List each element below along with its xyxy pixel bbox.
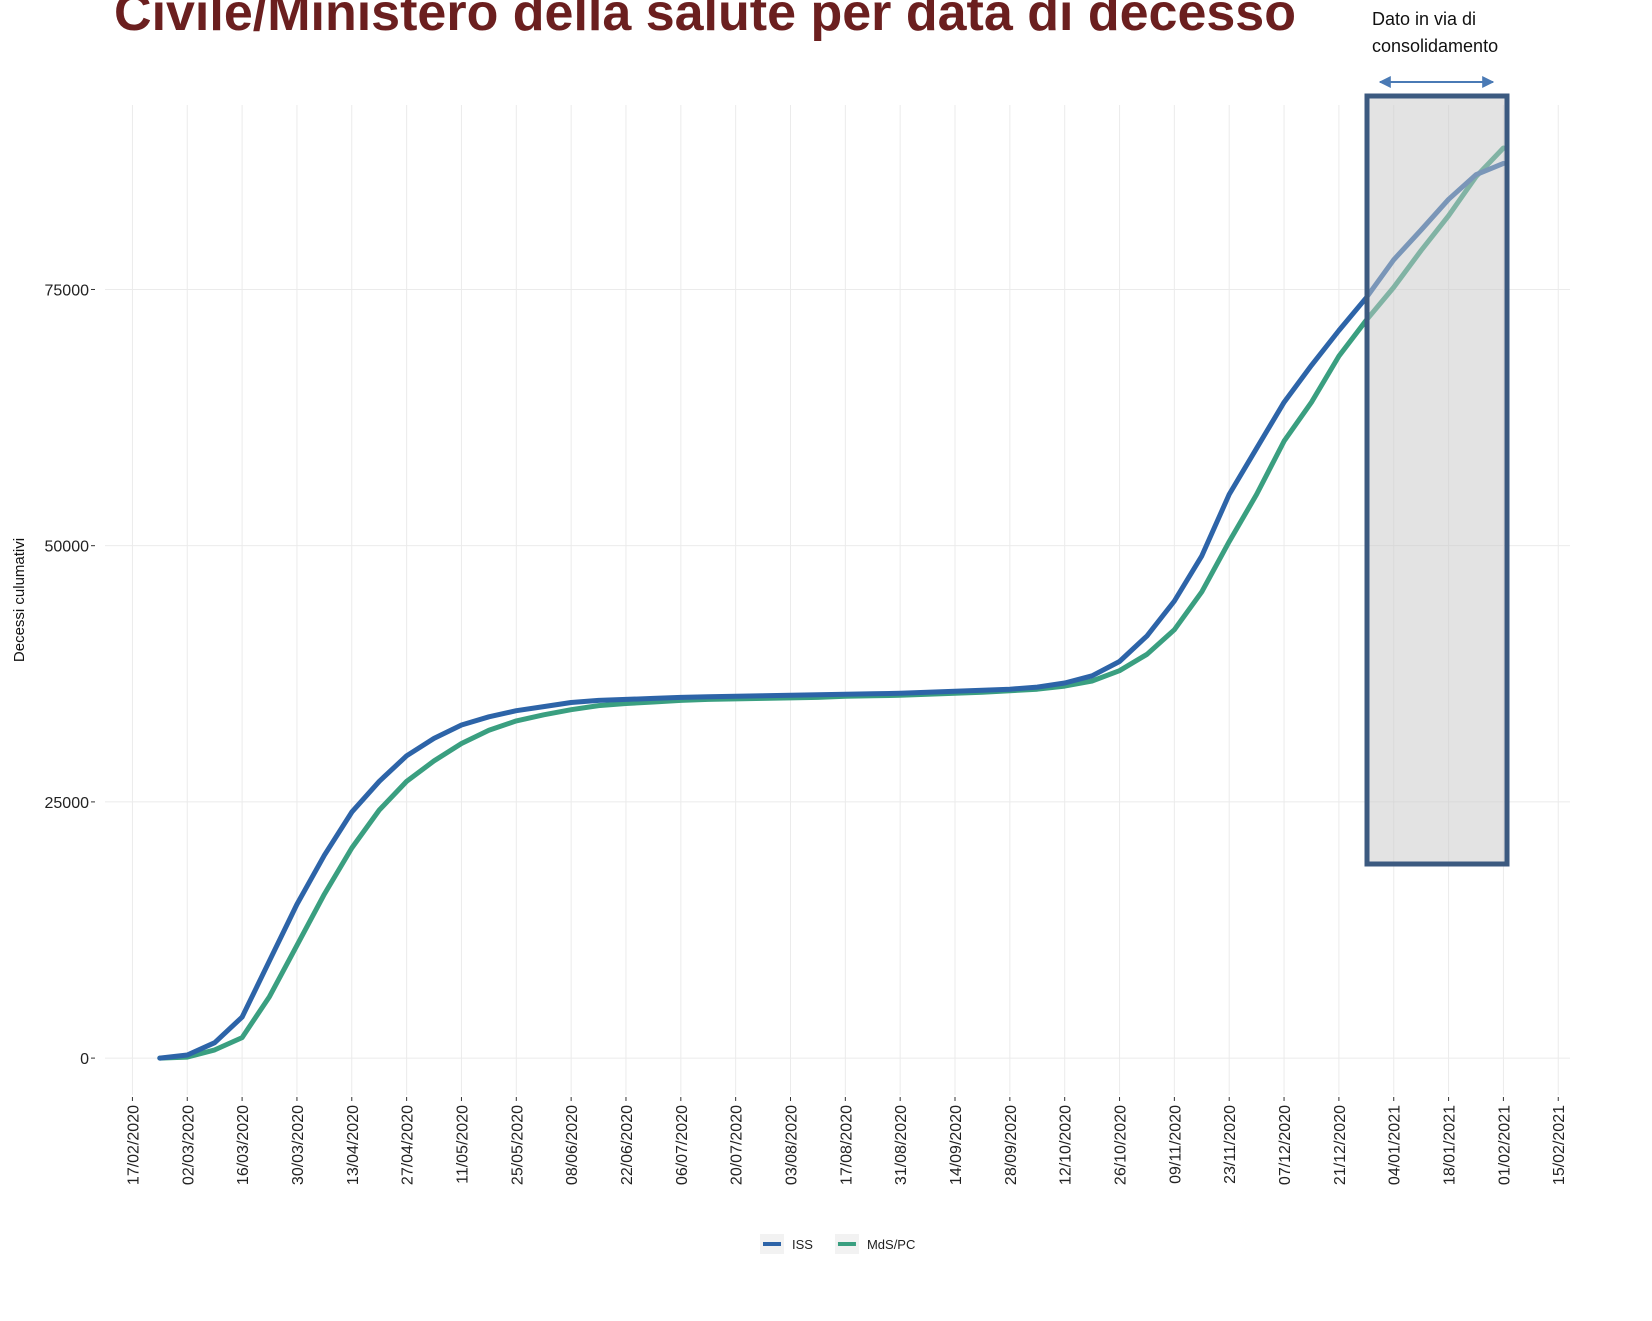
x-tick-label: 14/09/2020: [948, 1105, 965, 1185]
x-tick-label: 04/01/2021: [1387, 1105, 1404, 1185]
x-tick-label: 11/05/2020: [454, 1105, 471, 1184]
x-tick-label: 08/06/2020: [564, 1105, 581, 1185]
x-tick-label: 17/02/2020: [125, 1105, 142, 1185]
x-tick-label: 15/02/2021: [1551, 1105, 1568, 1185]
x-tick-label: 16/03/2020: [235, 1105, 252, 1185]
legend-label: MdS/PC: [867, 1237, 915, 1252]
x-tick-label: 09/11/2020: [1167, 1105, 1184, 1184]
x-tick-label: 06/07/2020: [674, 1105, 691, 1185]
x-tick-label: 23/11/2020: [1222, 1105, 1239, 1184]
x-tick-label: 18/01/2021: [1442, 1105, 1459, 1185]
x-tick-label: 21/12/2020: [1332, 1105, 1349, 1185]
annotation: consolidamento: [1372, 36, 1498, 56]
x-tick-label: 12/10/2020: [1058, 1105, 1075, 1185]
y-tick-label: 25000: [45, 795, 90, 812]
x-tick-label: 27/04/2020: [400, 1105, 417, 1185]
chart-title: Civile/Ministero della salute per data d…: [114, 0, 1296, 42]
series-line: [157, 160, 1506, 1061]
x-tick-label: 20/07/2020: [729, 1105, 746, 1185]
y-tick-label: 0: [80, 1051, 89, 1068]
x-tick-label: 25/05/2020: [509, 1105, 526, 1185]
y-tick-label: 75000: [45, 282, 90, 299]
y-axis-label: Decessi culumativi: [11, 538, 28, 662]
x-tick-label: 22/06/2020: [619, 1105, 636, 1185]
annotation: Dato in via di: [1372, 9, 1476, 29]
plot-area: 0 25000 50000 75000 17/02/2020 02/03/2020 16/0…: [45, 105, 1570, 1185]
x-tick-label: 07/12/2020: [1277, 1105, 1294, 1185]
consolidation-box: [1364, 93, 1510, 867]
legend-label: ISS: [792, 1237, 813, 1252]
x-tick-label: 28/09/2020: [1003, 1105, 1020, 1185]
x-tick-label: 01/02/2021: [1496, 1105, 1513, 1185]
x-tick-label: 03/08/2020: [783, 1105, 800, 1185]
series-line: [157, 145, 1506, 1061]
x-tick-label: 30/03/2020: [290, 1105, 307, 1185]
x-tick-label: 13/04/2020: [345, 1105, 362, 1185]
x-tick-label: 17/08/2020: [838, 1105, 855, 1185]
y-tick-label: 50000: [45, 539, 90, 556]
x-tick-label: 31/08/2020: [893, 1105, 910, 1185]
x-tick-label: 02/03/2020: [180, 1105, 197, 1185]
x-tick-label: 26/10/2020: [1113, 1105, 1130, 1185]
